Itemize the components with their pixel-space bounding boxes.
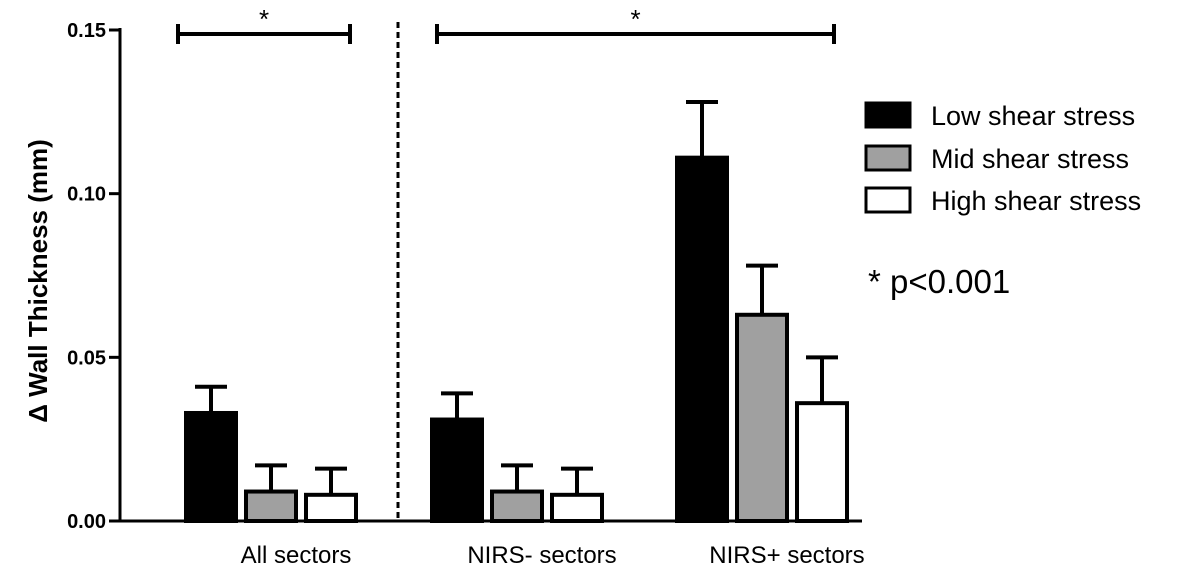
legend-label: High shear stress — [931, 186, 1141, 216]
x-tick-label: NIRS+ sectors — [709, 542, 864, 567]
bar — [430, 417, 484, 524]
bar — [184, 410, 238, 524]
bar — [304, 492, 358, 523]
legend: Low shear stress Mid shear stress High she… — [864, 101, 1141, 216]
legend-label: Low shear stress — [931, 101, 1135, 131]
bar — [735, 312, 789, 523]
bar — [550, 492, 604, 523]
bar — [490, 489, 544, 524]
bar — [675, 155, 729, 523]
legend-swatch — [864, 186, 912, 214]
y-tick-label: 0.05 — [67, 347, 106, 369]
y-tick-label: 0.15 — [67, 20, 106, 42]
significance-star: * — [630, 4, 640, 34]
y-tick-label: 0.10 — [67, 184, 106, 206]
significance-note: * p<0.001 — [868, 263, 1010, 300]
y-tick-label: 0.00 — [67, 511, 106, 533]
x-tick-label: All sectors — [241, 542, 352, 567]
significance-star: * — [259, 4, 269, 34]
bars: All sectors NIRS- sectors NIRS+ sectors — [184, 100, 865, 567]
legend-swatch — [864, 101, 912, 129]
significance-brackets: * * — [176, 4, 836, 44]
bar — [795, 401, 849, 523]
bar — [244, 489, 298, 524]
legend-label: Mid shear stress — [931, 144, 1129, 174]
y-axis-label: Δ Wall Thickness (mm) — [23, 139, 53, 423]
legend-swatch — [864, 144, 912, 172]
x-tick-label: NIRS- sectors — [467, 542, 616, 567]
